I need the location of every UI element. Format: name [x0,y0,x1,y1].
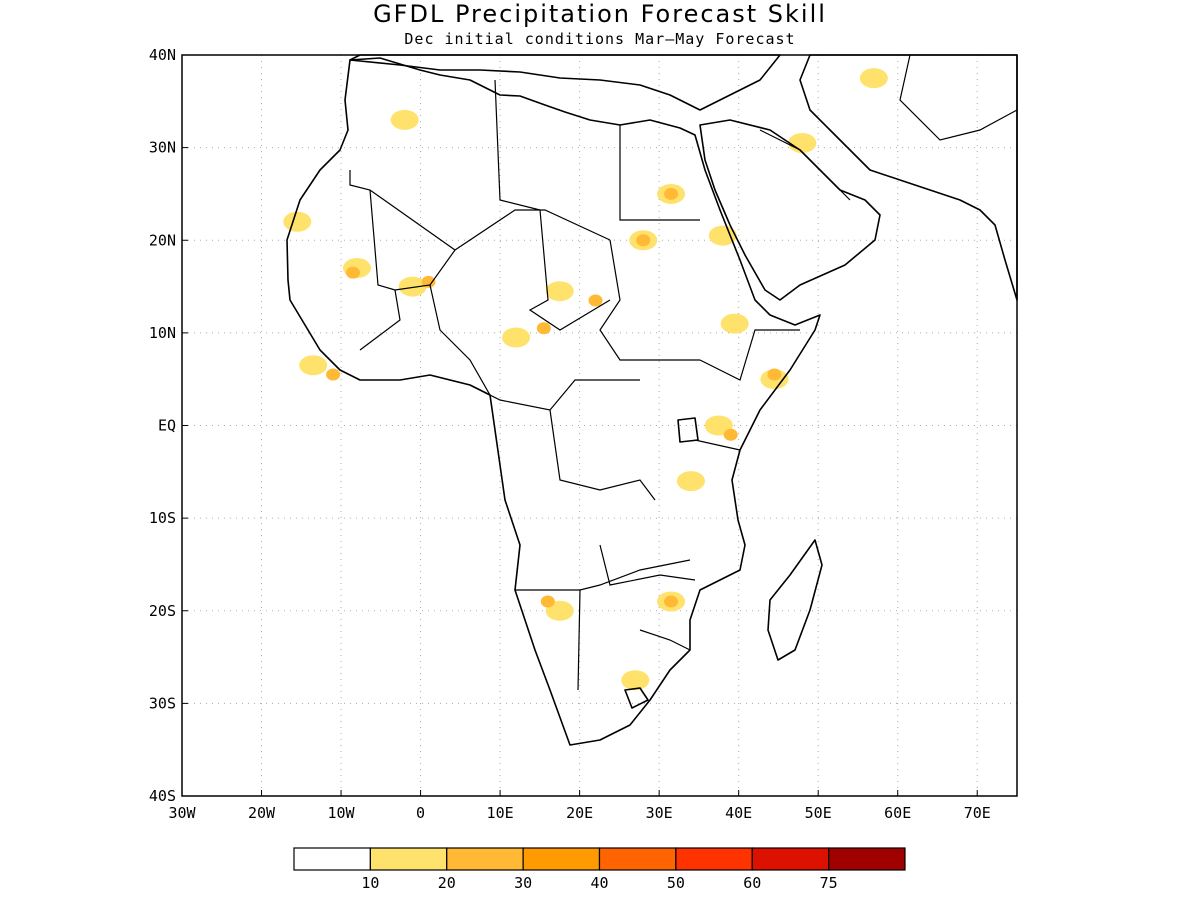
skill-region [540,595,555,608]
colorbar-swatch [598,847,677,871]
map-frame [182,55,1017,796]
skill-region [345,266,360,279]
x-axis: 30W 20W 10W 0 10E 20E 30E 40E 50E 60E 70E [168,790,991,822]
colorbar-swatch [828,847,906,871]
skill-region [708,225,737,246]
y-tick-label: 20S [149,602,176,620]
colorbar-label: 30 [514,874,532,892]
y-tick-label: EQ [158,417,176,435]
skill-region [720,313,749,334]
figure-subtitle: Dec initial conditions Mar–May Forecast [404,30,795,48]
y-tick-label: 30N [149,139,176,157]
colorbar-label: 75 [820,874,838,892]
colorbar-swatch [751,847,830,871]
skill-region [723,428,738,441]
skill-region [502,327,530,348]
skill-region [326,368,341,381]
x-tick-label: 30E [646,804,673,822]
x-tick-label: 20W [248,804,276,822]
y-tick-label: 10N [149,324,176,342]
madagascar-lake [624,687,649,709]
y-tick-label: 20N [149,231,176,249]
skill-region [704,415,733,436]
y-tick-label: 10S [149,509,176,527]
skill-region [536,322,551,335]
colorbar-label: 20 [438,874,456,892]
x-tick-label: 0 [416,804,425,822]
x-tick-label: 40E [725,804,752,822]
lake-victoria [677,417,699,443]
skill-region [676,471,705,492]
arabia-coastline [699,119,881,301]
skill-shading [283,68,888,691]
skill-region [283,211,312,232]
x-tick-label: 20E [566,804,593,822]
y-tick-label: 30S [149,694,176,712]
colorbar-swatch [293,847,371,871]
skill-region [299,355,328,376]
asia-coastline [799,54,1018,301]
country-borders [349,54,1018,691]
skill-region [421,275,436,288]
skill-region [664,595,679,608]
colorbar-label: 40 [590,874,608,892]
colorbar-label: 10 [361,874,379,892]
colorbar-swatch [522,847,601,871]
x-tick-label: 50E [805,804,832,822]
figure-title: GFDL Precipitation Forecast Skill [373,0,827,28]
colorbar-swatch [369,847,448,871]
y-tick-label: 40N [149,46,176,64]
colorbar-label: 60 [743,874,761,892]
skill-region [545,600,574,621]
x-tick-label: 10E [487,804,514,822]
colorbar: 10 20 30 40 50 60 75 [293,847,906,892]
skill-region [545,281,574,302]
y-tick-label: 40S [149,787,176,805]
y-axis: 40N 30N 20N 10N EQ 10S 20S 30S 40S [149,46,188,805]
madagascar-coastline [767,539,823,661]
skill-region [664,187,679,200]
colorbar-label: 50 [667,874,685,892]
skill-region [398,276,427,297]
skill-region [621,670,650,691]
skill-region [588,294,603,307]
skill-region [859,68,888,89]
x-tick-label: 10W [328,804,356,822]
x-tick-label: 60E [884,804,911,822]
skill-region [390,109,419,130]
x-tick-label: 30W [168,804,196,822]
skill-region [767,368,782,381]
skill-region [788,132,817,153]
skill-region [636,234,651,247]
x-tick-label: 70E [964,804,991,822]
colorbar-swatch [675,847,753,871]
colorbar-swatch [446,847,524,871]
